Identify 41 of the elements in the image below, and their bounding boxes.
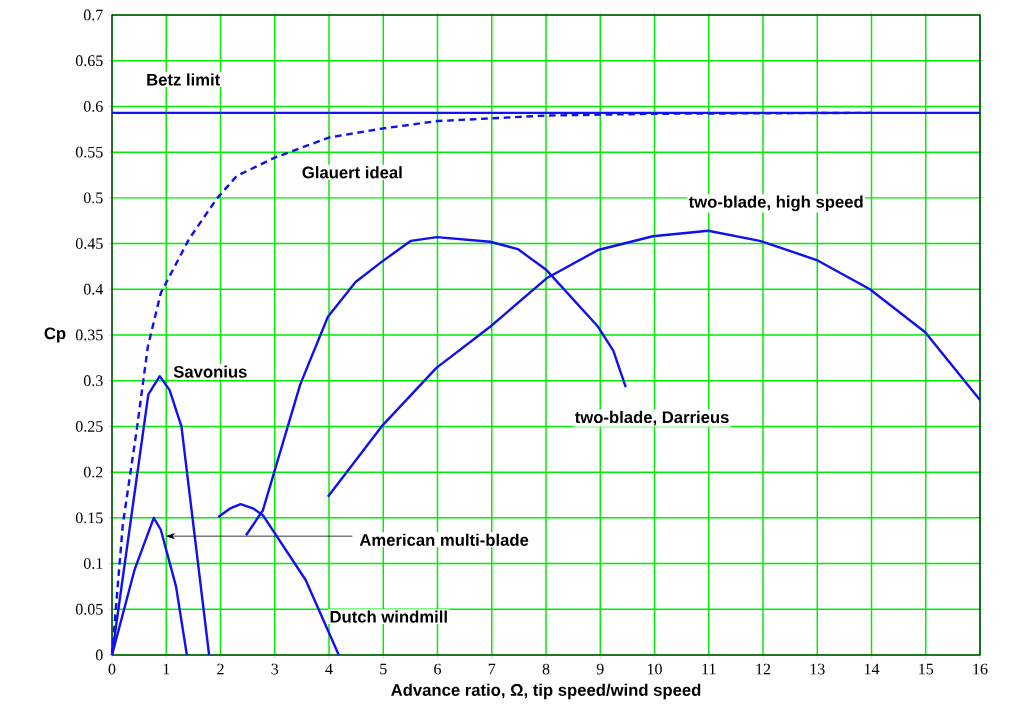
y-tick-label: 0.65 (75, 55, 103, 67)
x-tick-label: 2 (217, 663, 224, 675)
y-tick-label: 0.7 (83, 9, 103, 21)
text: two-blade, Darrieus (574, 410, 729, 426)
x-tick-label: 16 (973, 663, 988, 675)
x-tick-label: 3 (271, 663, 279, 675)
x-tick-label: 4 (325, 663, 333, 675)
y-tick-label: 0.4 (83, 283, 104, 295)
x-tick-label: 5 (380, 663, 387, 675)
y-tick-label: 0.15 (75, 512, 103, 524)
x-tick-label: 0 (108, 663, 116, 675)
y-axis-title: Cp (44, 327, 66, 343)
y-tick-label: 0.3 (83, 375, 103, 387)
x-tick-label: 14 (864, 663, 880, 675)
series-label: Dutch windmill (330, 610, 447, 623)
y-tick-label: 0.6 (83, 101, 103, 112)
text: American multi-blade (359, 533, 529, 546)
y-tick-label: 0.45 (75, 238, 103, 250)
y-tick-label: 0.35 (75, 329, 103, 341)
x-tick-label: 15 (919, 663, 934, 675)
series-label: Glauert ideal (302, 166, 402, 179)
x-tick-label: 9 (596, 663, 604, 675)
x-tick-label: 7 (488, 663, 496, 675)
series-label: two-blade, high speed (688, 195, 863, 212)
y-tick-label: 0.25 (75, 420, 103, 432)
y-tick-label: 0.1 (83, 558, 103, 570)
y-tick-label: 0.55 (75, 146, 103, 158)
y-tick-label: 0.5 (83, 192, 103, 204)
y-tick-label: 0 (95, 649, 103, 661)
x-tick-label: 1 (163, 663, 170, 675)
x-tick-label: 10 (647, 663, 662, 675)
x-tick-label: 12 (756, 663, 771, 675)
y-tick-label: 0.2 (83, 466, 103, 478)
x-tick-label: 8 (542, 663, 550, 675)
ref-line-label: Betz limit (147, 73, 221, 86)
x-tick-label: 13 (810, 663, 825, 675)
x-axis-title: Advance ratio, Ω, tip speed/wind speed (391, 683, 701, 700)
x-tick-label: 6 (434, 663, 442, 675)
x-tick-label: 11 (702, 663, 716, 675)
series-label: Savonius (173, 365, 247, 378)
y-tick-label: 0.05 (75, 603, 103, 615)
